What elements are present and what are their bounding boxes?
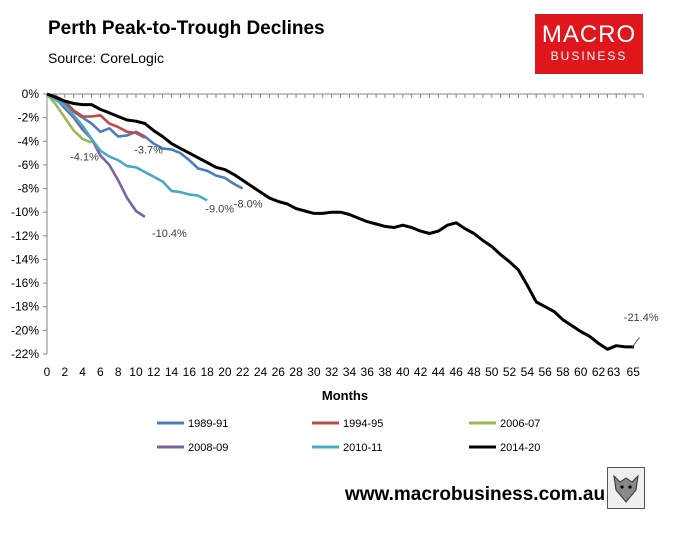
x-tick-label: 44 <box>432 365 446 379</box>
x-tick-label: 54 <box>521 365 535 379</box>
x-tick-label: 22 <box>236 365 250 379</box>
series-line-2006-07 <box>46 93 92 144</box>
chart-source: Source: CoreLogic <box>48 50 164 66</box>
x-tick-label: 12 <box>147 365 161 379</box>
x-tick-label: 36 <box>361 365 375 379</box>
data-label-2014-20: -21.4% <box>624 312 659 324</box>
legend-label-2014-20: 2014-20 <box>500 442 540 454</box>
data-label-2008-09: -10.4% <box>152 228 187 240</box>
x-tick-label: 40 <box>396 365 410 379</box>
y-tick-label: 0% <box>22 87 40 101</box>
logo-line1: MACRO <box>541 21 637 48</box>
y-tick-label: -10% <box>11 205 39 219</box>
y-tick-label: -8% <box>18 182 40 196</box>
y-tick-label: -20% <box>11 323 39 337</box>
x-tick-label: 56 <box>538 365 552 379</box>
x-tick-label: 34 <box>343 365 357 379</box>
x-tick-label: 10 <box>129 365 143 379</box>
series-line-2008-09 <box>46 92 146 218</box>
data-label-2010-11: -9.0% <box>205 203 234 215</box>
legend-label-2010-11: 2010-11 <box>343 442 383 454</box>
series-line-1989-91 <box>46 92 244 190</box>
x-tick-label: 50 <box>485 365 499 379</box>
y-tick-label: -6% <box>18 158 40 172</box>
data-label-1989-91: -8.0% <box>234 199 263 211</box>
x-tick-label: 48 <box>467 365 481 379</box>
x-tick-label: 20 <box>218 365 232 379</box>
y-tick-label: -22% <box>11 347 39 361</box>
x-tick-label: 28 <box>289 365 303 379</box>
x-tick-label: 18 <box>200 365 214 379</box>
y-tick-label: -18% <box>11 300 39 314</box>
x-tick-label: 52 <box>503 365 517 379</box>
macrobusiness-logo: MACRO BUSINESS <box>535 14 643 74</box>
series-line-2014-20 <box>46 92 635 351</box>
x-tick-label: 32 <box>325 365 339 379</box>
x-tick-label: 65 <box>627 365 641 379</box>
x-tick-label: 8 <box>115 365 122 379</box>
chart-title: Perth Peak-to-Trough Declines <box>48 18 325 39</box>
x-tick-label: 0 <box>44 365 51 379</box>
x-tick-label: 62 <box>592 365 606 379</box>
legend-label-1994-95: 1994-95 <box>343 418 383 430</box>
y-tick-label: -16% <box>11 276 39 290</box>
y-tick-label: -12% <box>11 229 39 243</box>
data-label-1994-95: -3.7% <box>134 145 163 157</box>
x-tick-label: 60 <box>574 365 588 379</box>
x-tick-label: 46 <box>450 365 464 379</box>
y-tick-label: -14% <box>11 252 39 266</box>
x-tick-label: 14 <box>165 365 179 379</box>
x-tick-label: 26 <box>272 365 286 379</box>
data-label-leader <box>631 337 640 348</box>
logo-line2: BUSINESS <box>550 49 628 63</box>
data-label-2006-07: -4.1% <box>70 151 99 163</box>
website-url[interactable]: www.macrobusiness.com.au <box>345 484 606 505</box>
legend-label-2006-07: 2006-07 <box>500 418 540 430</box>
y-tick-label: -4% <box>18 134 40 148</box>
legend-label-2008-09: 2008-09 <box>188 442 228 454</box>
y-tick-label: -2% <box>18 111 40 125</box>
series-line-2010-11 <box>46 92 208 202</box>
x-tick-label: 38 <box>378 365 392 379</box>
x-tick-label: 30 <box>307 365 321 379</box>
x-tick-label: 58 <box>556 365 570 379</box>
x-tick-label: 24 <box>254 365 268 379</box>
x-tick-label: 16 <box>183 365 197 379</box>
wolf-icon <box>607 467 645 509</box>
x-tick-label: 4 <box>79 365 86 379</box>
legend-label-1989-91: 1989-91 <box>188 418 228 430</box>
x-tick-label: 2 <box>61 365 68 379</box>
x-axis-title: Months <box>322 388 368 403</box>
x-tick-label: 6 <box>97 365 104 379</box>
x-tick-label: 42 <box>414 365 428 379</box>
x-tick-label: 63 <box>607 365 621 379</box>
